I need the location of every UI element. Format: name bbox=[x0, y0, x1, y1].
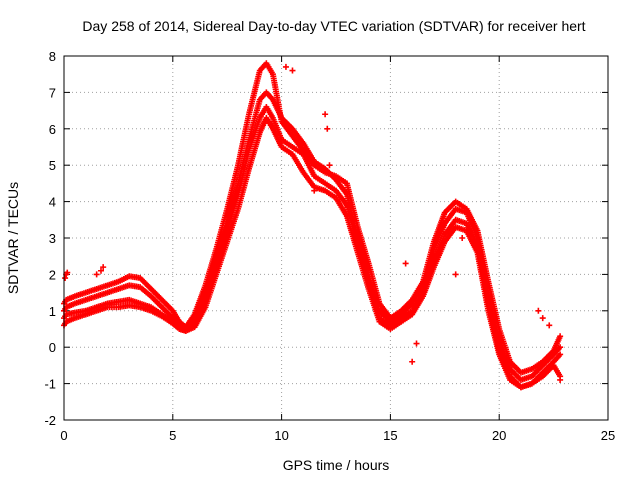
data-point-fragments bbox=[535, 307, 542, 314]
data-point-fragments bbox=[289, 67, 296, 74]
data-point-track-a bbox=[557, 333, 564, 340]
data-point-track-c bbox=[557, 351, 564, 358]
x-tick-label: 5 bbox=[169, 428, 176, 443]
y-axis-label: SDTVAR / TECUs bbox=[5, 182, 21, 294]
data-point-fragments bbox=[100, 264, 107, 271]
x-tick-label: 10 bbox=[274, 428, 288, 443]
data-point-fragments bbox=[413, 340, 420, 347]
grid-lines bbox=[64, 56, 608, 420]
data-point-fragments bbox=[546, 322, 553, 329]
data-point-fragments bbox=[311, 187, 318, 194]
y-tick-label: 2 bbox=[49, 267, 56, 282]
y-tick-label: 6 bbox=[49, 122, 56, 137]
y-tick-label: 8 bbox=[49, 49, 56, 64]
data-point-fragments bbox=[322, 111, 329, 118]
y-tick-label: 5 bbox=[49, 158, 56, 173]
y-tick-label: -1 bbox=[44, 377, 56, 392]
data-point-fragments bbox=[62, 275, 69, 282]
data-point-fragments bbox=[557, 376, 564, 383]
x-tick-label: 20 bbox=[492, 428, 506, 443]
x-axis-label: GPS time / hours bbox=[283, 457, 390, 473]
plot-frame bbox=[63, 55, 609, 421]
chart-title: Day 258 of 2014, Sidereal Day-to-day VTE… bbox=[82, 18, 585, 34]
data-point-fragments bbox=[64, 269, 71, 276]
data-point-fragments bbox=[324, 125, 331, 132]
x-tick-label: 25 bbox=[601, 428, 615, 443]
data-point-fragments bbox=[452, 271, 459, 278]
data-point-fragments bbox=[282, 63, 289, 70]
data-point-fragments bbox=[326, 162, 333, 169]
data-point-track-b bbox=[557, 344, 564, 351]
data-point-fragments bbox=[539, 315, 546, 322]
data-point-fragments bbox=[459, 235, 466, 241]
data-point-fragments bbox=[97, 267, 104, 274]
y-tick-label: 1 bbox=[49, 304, 56, 319]
data-points bbox=[61, 60, 564, 391]
axis-ticks: 0 5 10 15 20 25 -2 -1 0 1 2 3 4 5 6 7 8 bbox=[44, 49, 615, 443]
data-point-fragments bbox=[93, 271, 100, 278]
y-tick-label: 7 bbox=[49, 85, 56, 100]
x-tick-label: 15 bbox=[383, 428, 397, 443]
x-tick-label: 0 bbox=[60, 428, 67, 443]
y-tick-label: 3 bbox=[49, 231, 56, 246]
data-point-fragments bbox=[402, 260, 409, 267]
y-tick-label: -2 bbox=[44, 413, 56, 428]
y-tick-label: 4 bbox=[49, 195, 56, 210]
y-tick-label: 0 bbox=[49, 340, 56, 355]
data-point-fragments bbox=[409, 358, 416, 365]
